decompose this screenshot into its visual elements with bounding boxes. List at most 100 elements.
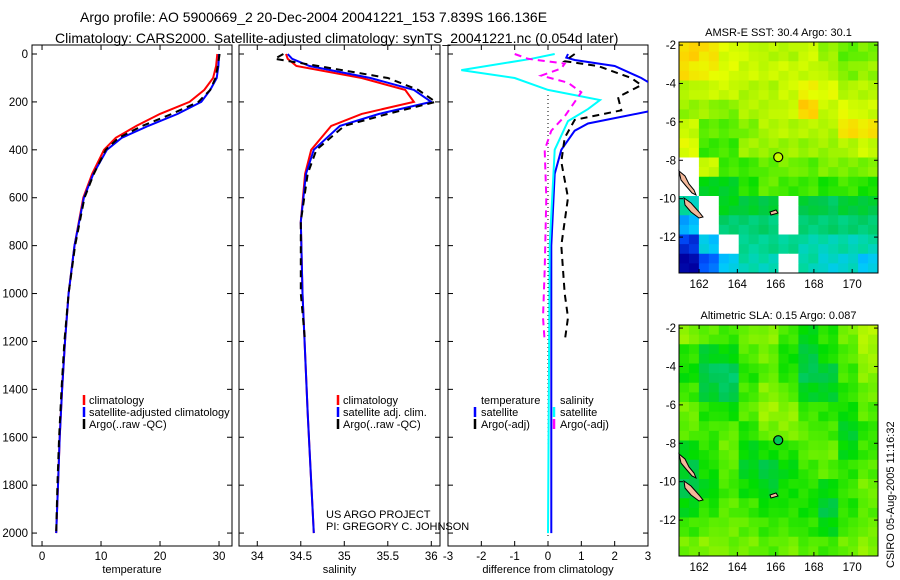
map-cell [808, 459, 819, 470]
map-cell [768, 51, 779, 62]
map-cell [708, 138, 720, 149]
map-cell [758, 363, 770, 374]
lon-tick-label: 162 [689, 562, 708, 574]
map-cell [748, 80, 760, 91]
map-cell [798, 498, 809, 509]
map-cell [768, 498, 779, 509]
map-cell [718, 344, 730, 355]
map-cell [728, 469, 740, 480]
map-cell [858, 205, 869, 216]
map-cell [828, 546, 839, 557]
map-cell [818, 167, 829, 178]
map-cell [718, 186, 730, 197]
series-group [55, 53, 221, 534]
map-cell [758, 402, 770, 413]
map-cell [698, 70, 710, 81]
map-cell [708, 167, 720, 178]
map-cell [768, 507, 779, 518]
map-cell [688, 344, 700, 355]
map-cell [868, 157, 879, 168]
x-tick-label: 0 [545, 551, 551, 563]
map-cell [738, 119, 750, 130]
map-cell [818, 430, 829, 441]
map-cell [698, 421, 710, 432]
map-cell [828, 344, 839, 355]
map-cell [679, 234, 690, 245]
map-cell [798, 411, 809, 422]
map-cell [718, 42, 730, 53]
map-cell [679, 147, 690, 158]
map-cell [728, 536, 740, 547]
map-cell [679, 51, 690, 62]
map-cell [858, 263, 869, 274]
map-cell [778, 440, 789, 451]
map-cell [868, 109, 879, 120]
map-cell [758, 253, 770, 264]
map-cell [778, 411, 789, 422]
map-cell [778, 80, 789, 91]
map-cell [688, 402, 700, 413]
map-cell [828, 119, 839, 130]
map-cell [808, 498, 819, 509]
sst-map-panel: AMSR-E SST: 30.4 Argo: 30.1 162 164 166 168 1… [659, 27, 879, 291]
map-cell [798, 507, 809, 518]
map-cell [688, 353, 700, 364]
map-cell [808, 215, 819, 226]
map-cell [838, 373, 849, 384]
map-cell [758, 90, 770, 101]
map-cell [768, 402, 779, 413]
x-tick-label: -2 [476, 551, 486, 563]
map-cell [698, 469, 710, 480]
map-cell [798, 109, 809, 120]
map-cell [768, 363, 779, 374]
map-cell [698, 157, 710, 168]
map-cell [848, 344, 859, 355]
map-cell [818, 186, 829, 197]
map-cell [848, 382, 859, 393]
map-cell [858, 186, 869, 197]
map-cell [718, 363, 730, 374]
map-cell [788, 70, 799, 81]
map-cell [808, 325, 819, 336]
map-cell [758, 61, 770, 72]
argo-float-marker [773, 152, 784, 163]
map-cell [679, 498, 690, 509]
map-cell [738, 128, 750, 139]
map-cell [818, 488, 829, 499]
map-cell [708, 536, 720, 547]
map-cell [838, 479, 849, 490]
map-cell [818, 382, 829, 393]
map-cell [798, 147, 809, 158]
map-cell [858, 373, 869, 384]
map-cell [828, 157, 839, 168]
map-cell [798, 205, 809, 216]
x-tick-label: 35 [338, 551, 351, 563]
map-cell [728, 421, 740, 432]
map-cell [808, 42, 819, 53]
map-cell [778, 334, 789, 345]
map-cell [818, 517, 829, 528]
map-cell [838, 536, 849, 547]
map-cell [758, 167, 770, 178]
map-cell [688, 128, 700, 139]
map-cell [698, 128, 710, 139]
map-cell [848, 99, 859, 110]
map-cell [698, 344, 710, 355]
map-cell [758, 373, 770, 384]
map-cell [828, 99, 839, 110]
map-cell [828, 459, 839, 470]
map-cell [858, 109, 869, 120]
map-cell [848, 488, 859, 499]
map-cell [808, 469, 819, 480]
map-cell [698, 382, 710, 393]
map-cell [698, 536, 710, 547]
map-cell [768, 196, 779, 207]
map-cell [838, 527, 849, 538]
map-cell [698, 392, 710, 403]
map-cell [788, 363, 799, 374]
map-cell [698, 42, 710, 53]
map-cell [858, 353, 869, 364]
map-cell [778, 186, 789, 197]
map-cell [738, 392, 750, 403]
map-cell [698, 119, 710, 130]
